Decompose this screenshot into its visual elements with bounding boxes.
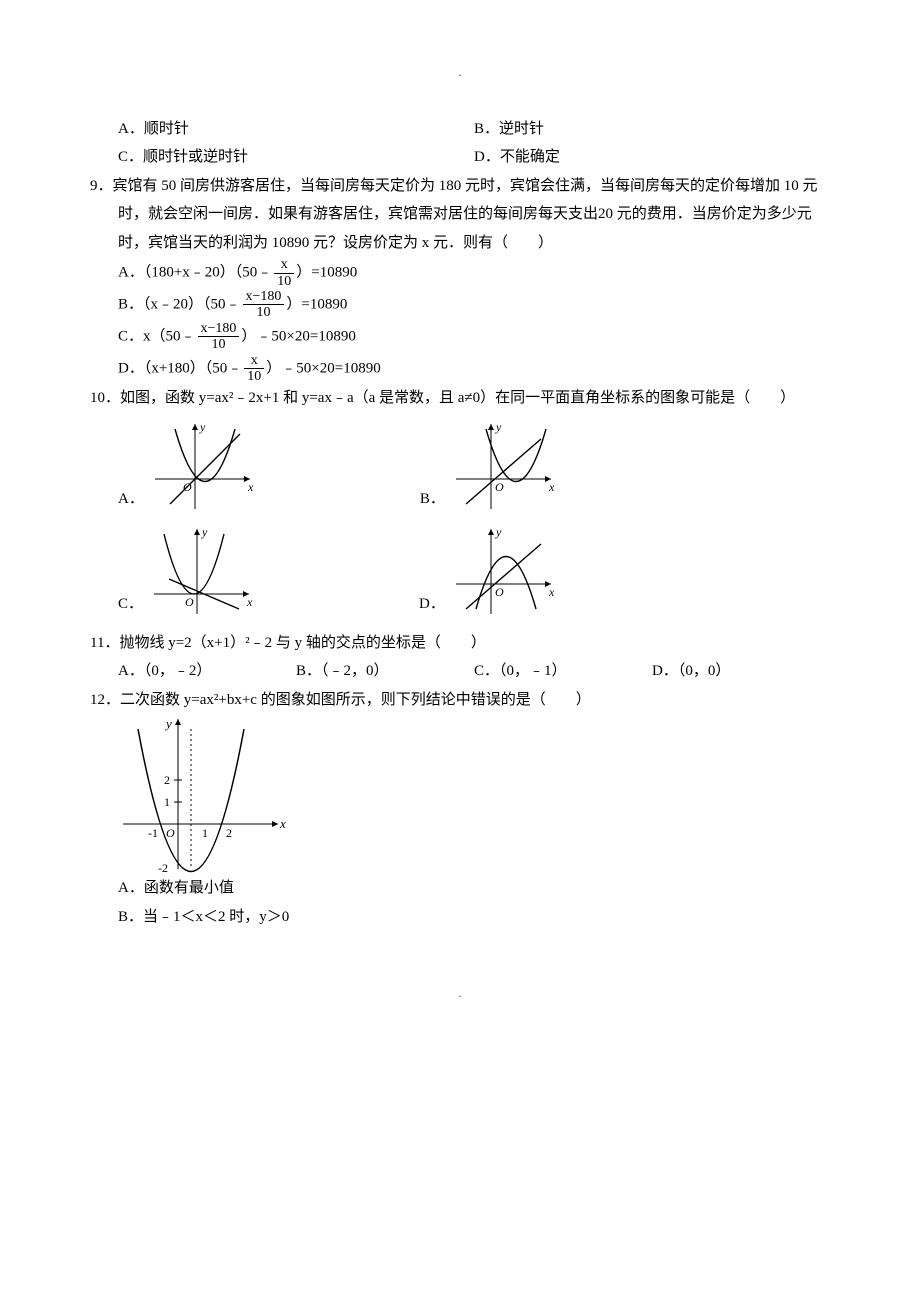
frac-num: x−180	[198, 321, 240, 337]
q8-opt-b: B．逆时针	[474, 115, 830, 144]
q12-text: 12．二次函数 y=ax²+bx+c 的图象如图所示，则下列结论中错误的是（ ）	[90, 686, 830, 715]
q11-options: A．（0，﹣2） B．（﹣2，0） C．（0，﹣1） D．（0，0）	[90, 657, 830, 686]
q11-opt-c: C．（0，﹣1）	[474, 657, 652, 686]
q10-row2: C． x y O D． x y O	[90, 524, 830, 619]
q10-graph-b: B． x y O	[420, 419, 561, 514]
q8-options-row2: C．顺时针或逆时针 D．不能确定	[90, 143, 830, 172]
svg-text:1: 1	[164, 795, 170, 809]
q8-options-row1: A．顺时针 B．逆时针	[90, 115, 830, 144]
q11-text: 11．抛物线 y=2（x+1）²﹣2 与 y 轴的交点的坐标是（ ）	[90, 629, 830, 658]
q9-b-frac: x−18010	[243, 289, 285, 321]
svg-text:-2: -2	[158, 861, 168, 874]
frac-den: 10	[198, 337, 240, 352]
q9-text: 9．宾馆有 50 间房供游客居住，当每间房每天定价为 180 元时，宾馆会住满，…	[90, 172, 830, 258]
svg-text:x: x	[247, 480, 254, 494]
frac-den: 10	[274, 274, 294, 289]
q9-b-pre: B．（x﹣20）（50﹣	[118, 296, 241, 312]
q9-body: 宾馆有 50 间房供游客居住，当每间房每天定价为 180 元时，宾馆会住满，当每…	[113, 178, 818, 251]
q10-row1: A． x y O B． x y O	[90, 419, 830, 514]
frac-num: x−180	[243, 289, 285, 305]
svg-text:O: O	[495, 585, 504, 599]
graph-d-svg: x y O	[451, 524, 561, 619]
q10-label-b: B．	[420, 485, 445, 514]
svg-text:O: O	[495, 480, 504, 494]
q9-c-pre: C．x（50﹣	[118, 328, 196, 344]
q9-c-frac: x−18010	[198, 321, 240, 353]
q9-d-pre: D．（x+180）（50﹣	[118, 360, 242, 376]
frac-num: x	[244, 353, 264, 369]
page-marker-bottom: .	[90, 981, 830, 1006]
q9-opt-c: C．x（50﹣x−18010）﹣50×20=10890	[90, 321, 830, 353]
svg-text:y: y	[495, 420, 502, 434]
svg-text:2: 2	[164, 773, 170, 787]
q12-opt-a: A．函数有最小值	[90, 874, 830, 903]
q9-d-frac: x10	[244, 353, 264, 385]
svg-text:y: y	[495, 525, 502, 539]
q9-a-post: ）=10890	[296, 265, 357, 281]
svg-text:O: O	[166, 826, 175, 840]
q12-opt-b: B．当﹣1＜x＜2 时，y＞0	[90, 903, 830, 932]
svg-text:-1: -1	[148, 826, 158, 840]
q10-graph-a: A． x y O	[118, 419, 260, 514]
q10-label-c: C．	[118, 590, 143, 619]
q10-graph-c: C． x y O	[118, 524, 259, 619]
svg-text:x: x	[246, 595, 253, 609]
svg-text:x: x	[279, 816, 286, 831]
graph-c-svg: x y O	[149, 524, 259, 619]
graph-b-svg: x y O	[451, 419, 561, 514]
q8-opt-a: A．顺时针	[118, 115, 474, 144]
q12-svg: x y O 1 2 -2 -1 1 2	[118, 714, 288, 874]
q11-opt-a: A．（0，﹣2）	[118, 657, 296, 686]
q9-a-pre: A．（180+x﹣20）（50﹣	[118, 265, 272, 281]
q9-opt-b: B．（x﹣20）（50﹣x−18010）=10890	[90, 289, 830, 321]
q8-opt-d: D．不能确定	[474, 143, 830, 172]
svg-text:1: 1	[202, 826, 208, 840]
q9-a-frac: x10	[274, 257, 294, 289]
svg-text:y: y	[199, 420, 206, 434]
q9-opt-a: A．（180+x﹣20）（50﹣x10）=10890	[90, 257, 830, 289]
frac-den: 10	[244, 369, 264, 384]
q9-d-post: ）﹣50×20=10890	[266, 360, 380, 376]
svg-text:x: x	[548, 585, 555, 599]
svg-text:2: 2	[226, 826, 232, 840]
q9-number: 9．	[90, 178, 113, 194]
svg-text:y: y	[201, 525, 208, 539]
frac-num: x	[274, 257, 294, 273]
q11-opt-d: D．（0，0）	[652, 657, 830, 686]
q10-graph-d: D． x y O	[419, 524, 561, 619]
q9-b-post: ）=10890	[286, 296, 347, 312]
svg-text:O: O	[185, 595, 194, 609]
q12-graph: x y O 1 2 -2 -1 1 2	[90, 714, 830, 874]
graph-a-svg: x y O	[150, 419, 260, 514]
frac-den: 10	[243, 305, 285, 320]
svg-text:y: y	[164, 716, 172, 731]
q11-opt-b: B．（﹣2，0）	[296, 657, 474, 686]
q10-text: 10．如图，函数 y=ax²﹣2x+1 和 y=ax﹣a（a 是常数，且 a≠0…	[90, 384, 830, 413]
q10-label-d: D．	[419, 590, 445, 619]
q9-c-post: ）﹣50×20=10890	[241, 328, 355, 344]
q10-label-a: A．	[118, 485, 144, 514]
q9-opt-d: D．（x+180）（50﹣x10）﹣50×20=10890	[90, 353, 830, 385]
page-marker-top: .	[90, 60, 830, 85]
svg-text:x: x	[548, 480, 555, 494]
q8-opt-c: C．顺时针或逆时针	[118, 143, 474, 172]
